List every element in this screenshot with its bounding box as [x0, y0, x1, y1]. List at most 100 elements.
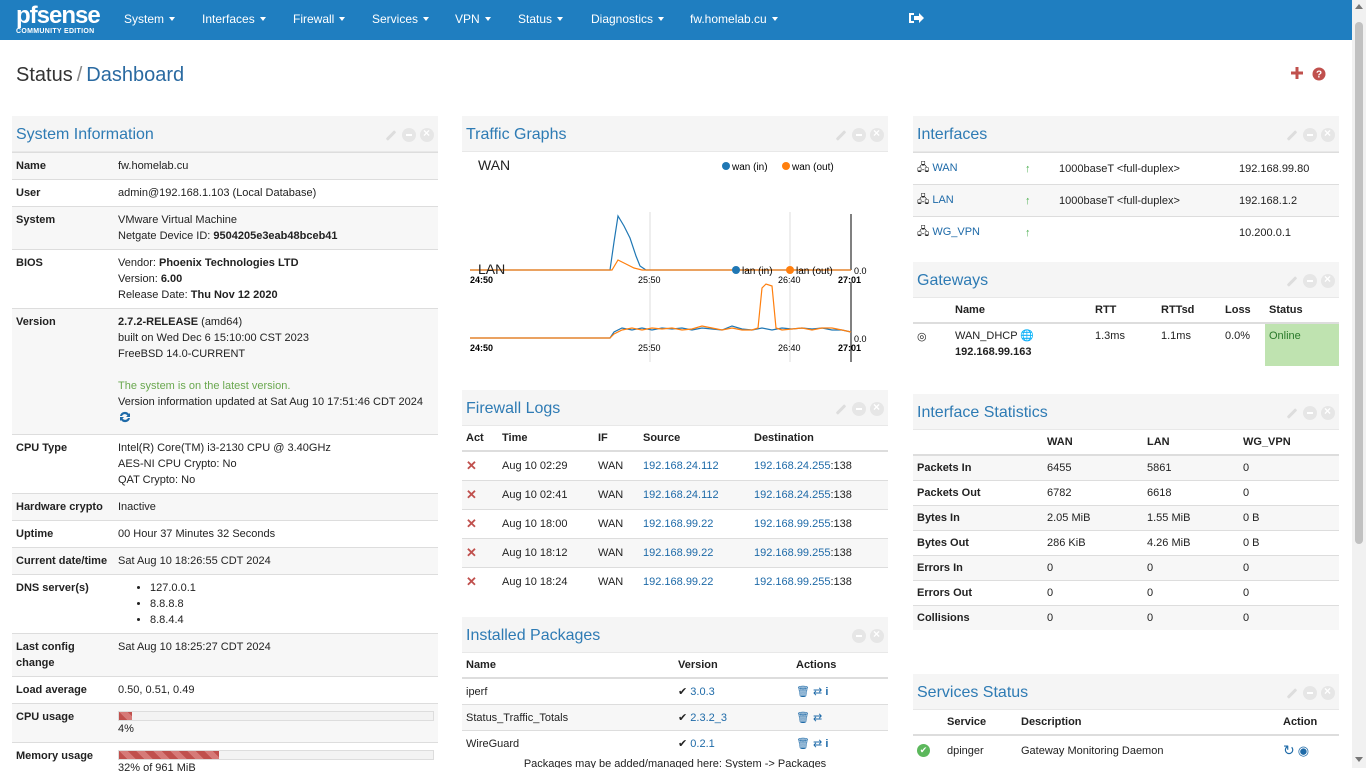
- block-action-icon[interactable]: ✕: [462, 481, 498, 510]
- refresh-icon[interactable]: [118, 410, 132, 424]
- menu-firewall[interactable]: Firewall: [293, 12, 345, 26]
- network-icon: 🖧: [917, 226, 929, 238]
- scroll-down-arrow-icon[interactable]: [1355, 757, 1363, 762]
- stat-value: 0: [1239, 556, 1339, 581]
- scroll-thumb[interactable]: [1355, 22, 1363, 544]
- wrench-icon[interactable]: [1285, 406, 1299, 420]
- wrench-icon[interactable]: [1285, 686, 1299, 700]
- info-icon[interactable]: i: [825, 738, 828, 750]
- lan-graph-plot: 24:50 25:50 26:40 27:01 0.0: [462, 258, 888, 358]
- version-link[interactable]: 2.3.2_3: [690, 712, 727, 724]
- minimize-icon[interactable]: [852, 629, 866, 643]
- caret-down-icon: [339, 17, 345, 21]
- menu-vpn[interactable]: VPN: [455, 12, 491, 26]
- minimize-icon[interactable]: [1303, 128, 1317, 142]
- interface-link[interactable]: LAN: [932, 194, 953, 206]
- close-icon[interactable]: [870, 629, 884, 643]
- block-action-icon[interactable]: ✕: [462, 451, 498, 481]
- wrench-icon[interactable]: [1285, 128, 1299, 142]
- minimize-icon[interactable]: [1303, 274, 1317, 288]
- restart-icon[interactable]: ↻: [1283, 742, 1295, 758]
- source-link[interactable]: 192.168.24.112: [643, 489, 719, 501]
- wrench-icon[interactable]: [1285, 274, 1299, 288]
- minimize-icon[interactable]: [852, 402, 866, 416]
- destination-link[interactable]: 192.168.99.255: [754, 518, 830, 530]
- minimize-icon[interactable]: [402, 128, 416, 142]
- version-link[interactable]: 3.0.3: [690, 686, 714, 698]
- dns-server: 127.0.0.1: [150, 580, 434, 596]
- breadcrumb-current[interactable]: Dashboard: [86, 64, 184, 86]
- reinstall-icon[interactable]: ⇄: [813, 686, 822, 698]
- block-action-icon[interactable]: ✕: [462, 539, 498, 568]
- add-widget-icon[interactable]: [1290, 66, 1304, 80]
- destination-link[interactable]: 192.168.99.255: [754, 547, 830, 559]
- source-link[interactable]: 192.168.99.22: [643, 518, 713, 530]
- stat-value: 6782: [1043, 481, 1143, 506]
- col-header: Service: [943, 710, 1017, 735]
- source-link[interactable]: 192.168.99.22: [643, 547, 713, 559]
- pfsense-logo[interactable]: pfsense COMMUNITY EDITION: [16, 4, 104, 38]
- check-icon: ✔: [678, 712, 687, 724]
- menu-diagnostics[interactable]: Diagnostics: [591, 12, 664, 26]
- close-icon[interactable]: [1321, 406, 1335, 420]
- widget-header: Firewall Logs: [462, 390, 888, 426]
- row-label: CPU Type: [12, 435, 114, 494]
- row-value: 00 Hour 37 Minutes 32 Seconds: [114, 521, 438, 548]
- minimize-icon[interactable]: [1303, 406, 1317, 420]
- table-row: WireGuard✔ 0.2.1🗑 ⇄ i: [462, 731, 888, 757]
- logout-icon[interactable]: [908, 11, 924, 25]
- info-icon[interactable]: i: [825, 686, 828, 698]
- memory-usage-bar: [118, 750, 434, 760]
- firewall-logs-widget: Firewall Logs ActTimeIFSourceDestination…: [462, 390, 888, 592]
- close-icon[interactable]: [870, 128, 884, 142]
- trash-icon[interactable]: 🗑: [796, 686, 810, 698]
- destination-link[interactable]: 192.168.99.255: [754, 576, 830, 588]
- menu-interfaces[interactable]: Interfaces: [202, 12, 266, 26]
- reinstall-icon[interactable]: ⇄: [813, 738, 822, 750]
- stop-icon[interactable]: ◉: [1298, 743, 1309, 758]
- interface-name-cell: 🖧 LAN: [913, 185, 1021, 217]
- destination-link[interactable]: 192.168.24.255: [754, 489, 830, 501]
- minimize-icon[interactable]: [852, 128, 866, 142]
- trash-icon[interactable]: 🗑: [796, 712, 810, 724]
- source-link[interactable]: 192.168.99.22: [643, 576, 713, 588]
- row-value: 127.0.0.18.8.8.88.8.4.4: [114, 575, 438, 634]
- interface-link[interactable]: WG_VPN: [932, 226, 980, 238]
- wrench-icon[interactable]: [384, 128, 398, 142]
- help-icon[interactable]: ?: [1312, 67, 1326, 81]
- close-icon[interactable]: [1321, 274, 1335, 288]
- wrench-icon[interactable]: [834, 128, 848, 142]
- interface-link[interactable]: WAN: [932, 162, 957, 174]
- close-icon[interactable]: [1321, 686, 1335, 700]
- service-name: dpinger: [943, 735, 1017, 765]
- page-scrollbar[interactable]: [1352, 0, 1366, 768]
- close-icon[interactable]: [420, 128, 434, 142]
- close-icon[interactable]: [870, 402, 884, 416]
- destination-link[interactable]: 192.168.24.255: [754, 460, 830, 472]
- row-value: fw.homelab.cu: [114, 153, 438, 180]
- block-action-icon[interactable]: ✕: [462, 510, 498, 539]
- reinstall-icon[interactable]: ⇄: [813, 712, 822, 724]
- freebsd-version: FreeBSD 14.0-CURRENT: [118, 348, 245, 360]
- scroll-up-arrow-icon[interactable]: [1355, 4, 1363, 9]
- menu-services[interactable]: Services: [372, 12, 429, 26]
- trash-icon[interactable]: 🗑: [796, 738, 810, 750]
- source-link[interactable]: 192.168.24.112: [643, 460, 719, 472]
- version-link[interactable]: 0.2.1: [690, 738, 714, 750]
- menu-status[interactable]: Status: [518, 12, 563, 26]
- menu-label: Diagnostics: [591, 12, 653, 26]
- col-header: Status: [1265, 298, 1339, 323]
- menu-system[interactable]: System: [124, 12, 175, 26]
- wrench-icon[interactable]: [834, 402, 848, 416]
- minimize-icon[interactable]: [1303, 686, 1317, 700]
- menu-hostname[interactable]: fw.homelab.cu: [690, 12, 778, 26]
- block-action-icon[interactable]: ✕: [462, 568, 498, 597]
- bios-vendor: Phoenix Technologies LTD: [159, 257, 299, 269]
- close-icon[interactable]: [1321, 128, 1335, 142]
